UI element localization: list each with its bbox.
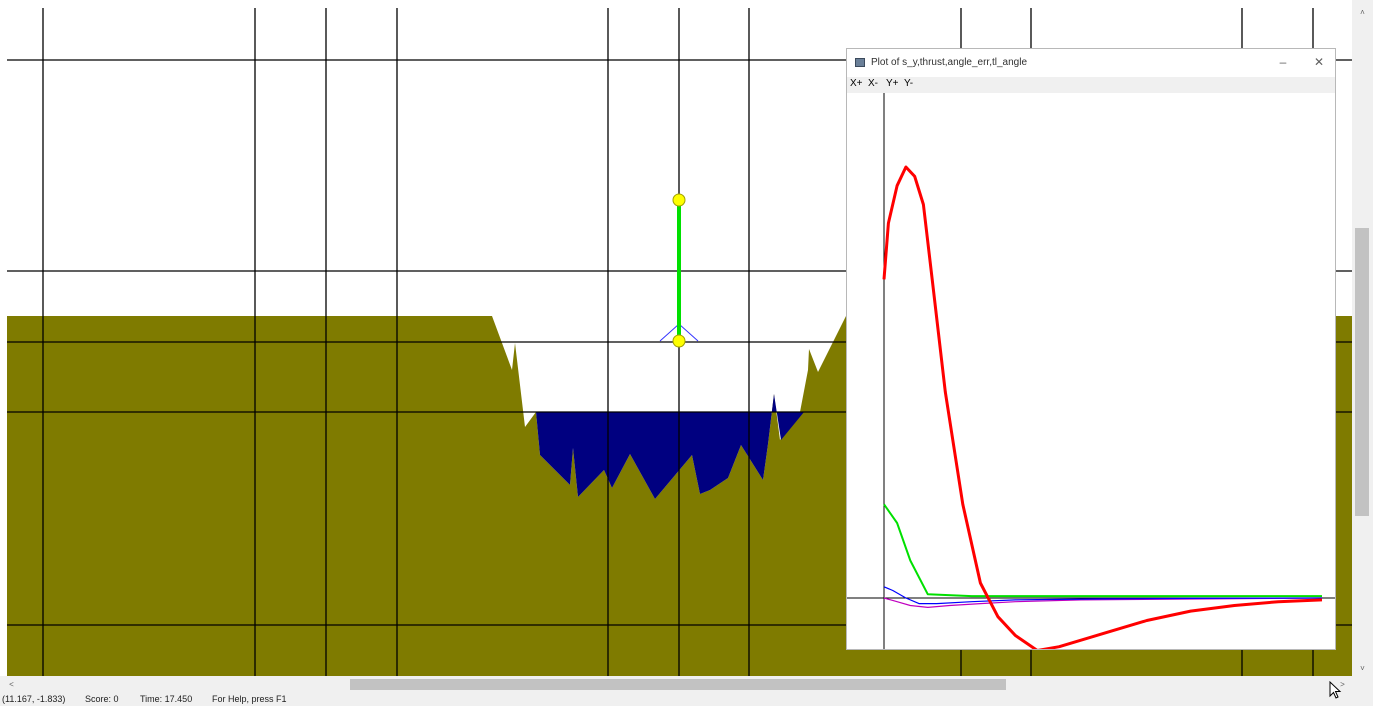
plot-series-magenta <box>883 597 1323 609</box>
minimize-icon[interactable]: – <box>1279 55 1287 69</box>
scroll-up-arrow-icon[interactable]: ˄ <box>1360 8 1365 17</box>
plot-window-title: Plot of s_y,thrust,angle_err,tl_angle <box>871 57 1028 68</box>
x-zoom-in-button[interactable]: X+ <box>850 78 863 89</box>
mouse-cursor-icon <box>1329 681 1342 699</box>
status-time: Time: 17.450 <box>140 694 193 704</box>
plot-window-titlebar[interactable]: Plot of s_y,thrust,angle_err,tl_angle – … <box>847 49 1335 77</box>
status-coordinates: (11.167, -1.833) <box>2 694 66 704</box>
vertical-scrollbar[interactable]: ˄ ˅ <box>1352 0 1373 676</box>
scroll-down-arrow-icon[interactable]: ˅ <box>1360 664 1365 673</box>
close-icon[interactable]: ✕ <box>1313 55 1325 69</box>
rocket-top-node[interactable] <box>672 193 686 207</box>
horizontal-scroll-thumb[interactable] <box>350 679 1006 690</box>
plot-series-green <box>883 503 1322 598</box>
x-zoom-out-button[interactable]: X- <box>868 78 878 89</box>
horizontal-scrollbar[interactable]: ˂ ˃ <box>0 676 1352 693</box>
rocket-bottom-node[interactable] <box>672 334 686 348</box>
window-icon <box>855 58 865 67</box>
y-zoom-in-button[interactable]: Y+ <box>886 78 899 89</box>
plot-window[interactable]: Plot of s_y,thrust,angle_err,tl_angle – … <box>846 48 1336 650</box>
status-score: Score: 0 <box>85 694 119 704</box>
plot-toolbar: X+ X- Y+ Y- <box>847 77 1335 93</box>
scroll-right-arrow-icon[interactable]: ˃ <box>1340 680 1345 689</box>
status-help: For Help, press F1 <box>212 694 287 704</box>
vertical-scroll-thumb[interactable] <box>1355 228 1369 516</box>
plot-area <box>847 93 1335 649</box>
status-bar: (11.167, -1.833) Score: 0 Time: 17.450 F… <box>0 693 1352 706</box>
rocket[interactable] <box>659 193 699 348</box>
y-zoom-out-button[interactable]: Y- <box>904 78 914 89</box>
plot-series-red <box>882 165 1323 649</box>
scroll-left-arrow-icon[interactable]: ˂ <box>9 680 14 689</box>
plot-series-blue <box>883 586 1323 605</box>
size-grip[interactable] <box>1352 676 1373 706</box>
water-pool <box>524 394 804 499</box>
